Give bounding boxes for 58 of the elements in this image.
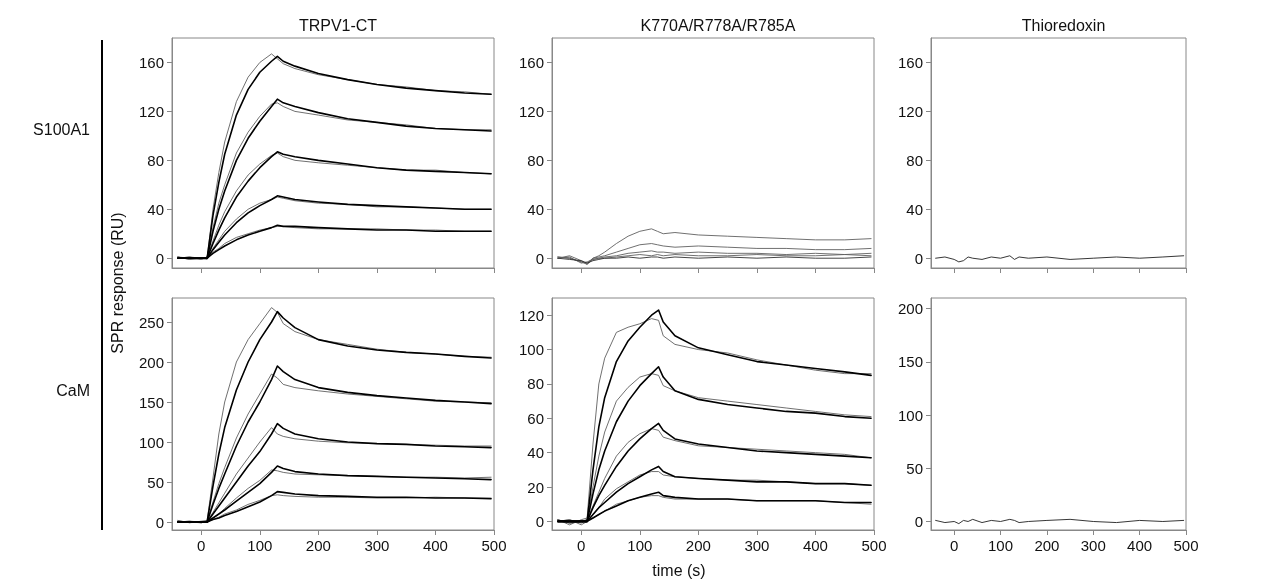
y-tick-label: 0: [155, 249, 164, 267]
x-tick-label: 300: [744, 537, 770, 554]
y-tick-label: 160: [897, 53, 923, 71]
y-tick-label: 20: [527, 478, 544, 496]
x-tick-label: 400: [1127, 537, 1153, 554]
y-tick-label: 80: [527, 151, 544, 169]
x-tick-label: 300: [364, 537, 390, 554]
y-tick-label: 80: [527, 375, 544, 393]
x-tick-label: 200: [305, 537, 331, 554]
x-tick-label: 100: [247, 537, 273, 554]
y-tick-label: 100: [897, 406, 923, 424]
y-tick-label: 40: [527, 444, 544, 462]
y-tick-label: 160: [518, 53, 544, 71]
x-tick-label: 100: [627, 537, 653, 554]
text: S100A1: [33, 121, 90, 139]
y-tick-label: 0: [535, 249, 544, 267]
x-tick-label: 500: [1173, 537, 1199, 554]
y-tick-label: 150: [897, 353, 923, 371]
x-tick-label: 400: [422, 537, 448, 554]
chart-title: Thioredoxin: [1021, 16, 1106, 34]
y-tick-label: 40: [906, 200, 923, 218]
y-tick-label: 200: [138, 353, 164, 371]
x-tick-label: 0: [577, 537, 586, 554]
y-tick-label: 80: [906, 151, 923, 169]
y-tick-label: 0: [914, 512, 923, 530]
x-tick-label: 200: [1034, 537, 1060, 554]
y-tick-label: 120: [518, 102, 544, 120]
y-tick-label: 80: [147, 151, 164, 169]
x-tick-label: 0: [197, 537, 206, 554]
chart-title: TRPV1-CT: [298, 16, 378, 34]
x-tick-label: 500: [481, 537, 507, 554]
y-tick-label: 0: [535, 512, 544, 530]
x-tick-label: 100: [988, 537, 1014, 554]
y-tick-label: 120: [518, 306, 544, 324]
y-tick-label: 200: [897, 300, 923, 318]
x-tick-label: 200: [685, 537, 711, 554]
y-tick-label: 250: [138, 313, 164, 331]
y-axis-title: SPR response (RU): [109, 211, 127, 356]
x-tick-label: 0: [950, 537, 959, 554]
y-tick-label: 60: [527, 409, 544, 427]
y-tick-label: 100: [518, 341, 544, 359]
x-tick-label: 300: [1080, 537, 1106, 554]
y-tick-label: 40: [147, 200, 164, 218]
y-tick-label: 0: [914, 249, 923, 267]
y-tick-label: 120: [138, 102, 164, 120]
chart-title: K770A/R778A/R785A: [640, 16, 796, 34]
y-tick-label: 160: [138, 53, 164, 71]
y-tick-label: 100: [138, 433, 164, 451]
text: CaM: [56, 382, 90, 400]
y-tick-label: 50: [906, 459, 923, 477]
x-tick-label: 400: [802, 537, 828, 554]
y-tick-label: 150: [138, 393, 164, 411]
x-axis-title: time (s): [651, 562, 707, 580]
x-tick-label: 500: [861, 537, 887, 554]
y-tick-label: 120: [897, 102, 923, 120]
y-tick-label: 40: [527, 200, 544, 218]
y-tick-label: 0: [155, 513, 164, 531]
y-tick-label: 50: [147, 473, 164, 491]
